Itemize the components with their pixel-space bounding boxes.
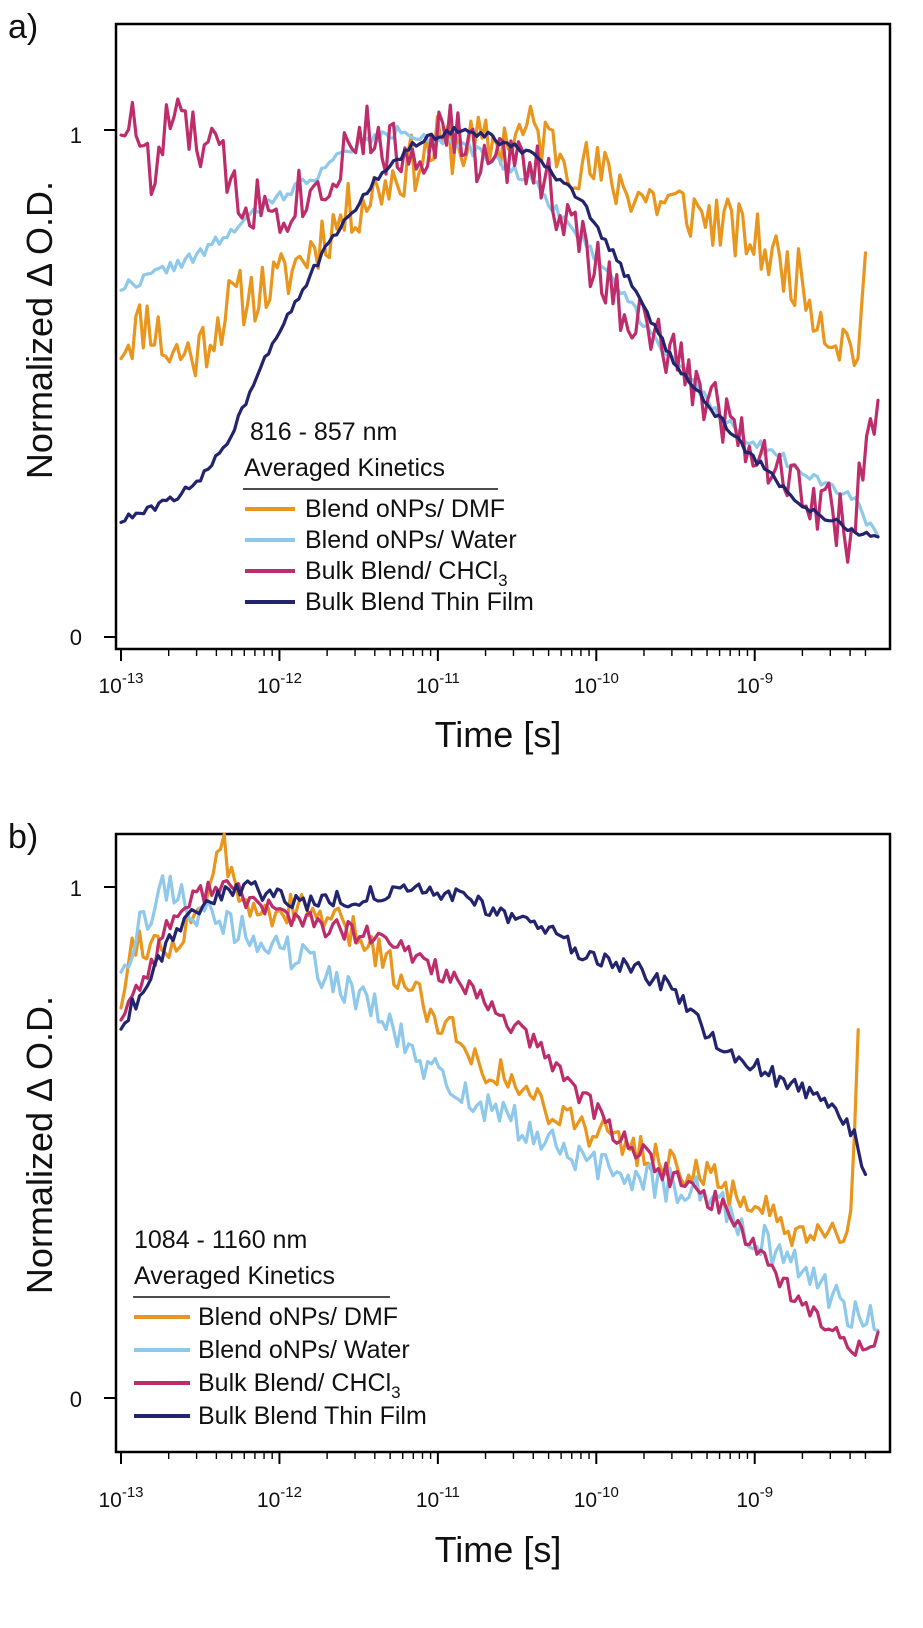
panel-b-series	[119, 832, 880, 1357]
panel-a: a) 1 0 10-13 10-12 10-11 10-10 10-9 Time [s]…	[8, 8, 892, 755]
panel-b-x-tick-labels: 10-13 10-12 10-11 10-10 10-9	[98, 1484, 773, 1512]
legend-heading-averaged: Averaged Kinetics	[244, 454, 445, 482]
x-axis-label: Time [s]	[435, 714, 562, 755]
x-tick-label: 10-10	[574, 1484, 619, 1512]
x-tick-label: 10-9	[736, 670, 773, 698]
legend-label: Bulk Blend/ CHCl3	[198, 1369, 401, 1402]
series-line-magenta	[119, 97, 880, 564]
legend-entries: Blend oNPs/ DMF Blend oNPs/ Water Bulk Ble…	[245, 495, 534, 616]
y-axis-label: Normalized Δ O.D.	[19, 996, 60, 1294]
y-tick-label-0: 0	[70, 1387, 82, 1412]
legend-label: Bulk Blend/ CHCl3	[305, 557, 508, 590]
series-line-lightblue	[119, 874, 880, 1332]
legend-heading-range: 816 - 857 nm	[250, 418, 397, 446]
legend-label: Blend oNPs/ Water	[305, 526, 517, 554]
y-tick-label-0: 0	[70, 625, 82, 650]
legend-heading-range: 1084 - 1160 nm	[134, 1226, 307, 1254]
panel-a-frame	[114, 22, 892, 651]
series-line-orange	[119, 104, 868, 378]
legend-label: Bulk Blend Thin Film	[198, 1402, 427, 1430]
legend-label: Blend oNPs/ DMF	[198, 1303, 398, 1331]
x-tick-label: 10-10	[574, 670, 619, 698]
legend-heading-averaged: Averaged Kinetics	[134, 1262, 335, 1290]
panel-b-label: b)	[8, 818, 38, 856]
panel-a-label: a)	[8, 8, 38, 46]
y-axis-label: Normalized Δ O.D.	[19, 181, 60, 479]
y-tick-label-1: 1	[70, 876, 82, 901]
legend-label: Blend oNPs/ Water	[198, 1336, 410, 1364]
legend: 1084 - 1160 nm Averaged Kinetics Blend o…	[133, 1226, 427, 1430]
panel-a-x-tick-labels: 10-13 10-12 10-11 10-10 10-9	[98, 670, 773, 698]
x-tick-label: 10-11	[416, 1484, 460, 1512]
panel-b-frame	[114, 832, 892, 1454]
series-line-navy	[119, 879, 868, 1176]
panel-a-axis-ticks	[104, 129, 867, 661]
x-axis-label: Time [s]	[435, 1529, 562, 1570]
x-tick-label: 10-9	[736, 1484, 773, 1512]
series-line-magenta	[119, 879, 880, 1357]
legend: 816 - 857 nm Averaged Kinetics Blend oNP…	[243, 418, 534, 616]
panel-b-axis-ticks	[104, 886, 867, 1464]
x-tick-label: 10-12	[257, 1484, 302, 1512]
x-tick-label: 10-13	[98, 1484, 143, 1512]
legend-label: Bulk Blend Thin Film	[305, 588, 534, 616]
legend-entries: Blend oNPs/ DMF Blend oNPs/ Water Bulk Ble…	[134, 1303, 427, 1430]
panel-b: b) 1 0 10-13 10-12 10-11 10-10 10-9 Time [s]…	[8, 818, 892, 1570]
y-tick-label-1: 1	[70, 123, 82, 148]
panel-a-series	[119, 97, 880, 564]
x-tick-label: 10-11	[416, 670, 460, 698]
x-tick-label: 10-13	[98, 670, 143, 698]
x-tick-label: 10-12	[257, 670, 302, 698]
series-line-navy	[119, 126, 880, 539]
legend-label: Blend oNPs/ DMF	[305, 495, 505, 523]
